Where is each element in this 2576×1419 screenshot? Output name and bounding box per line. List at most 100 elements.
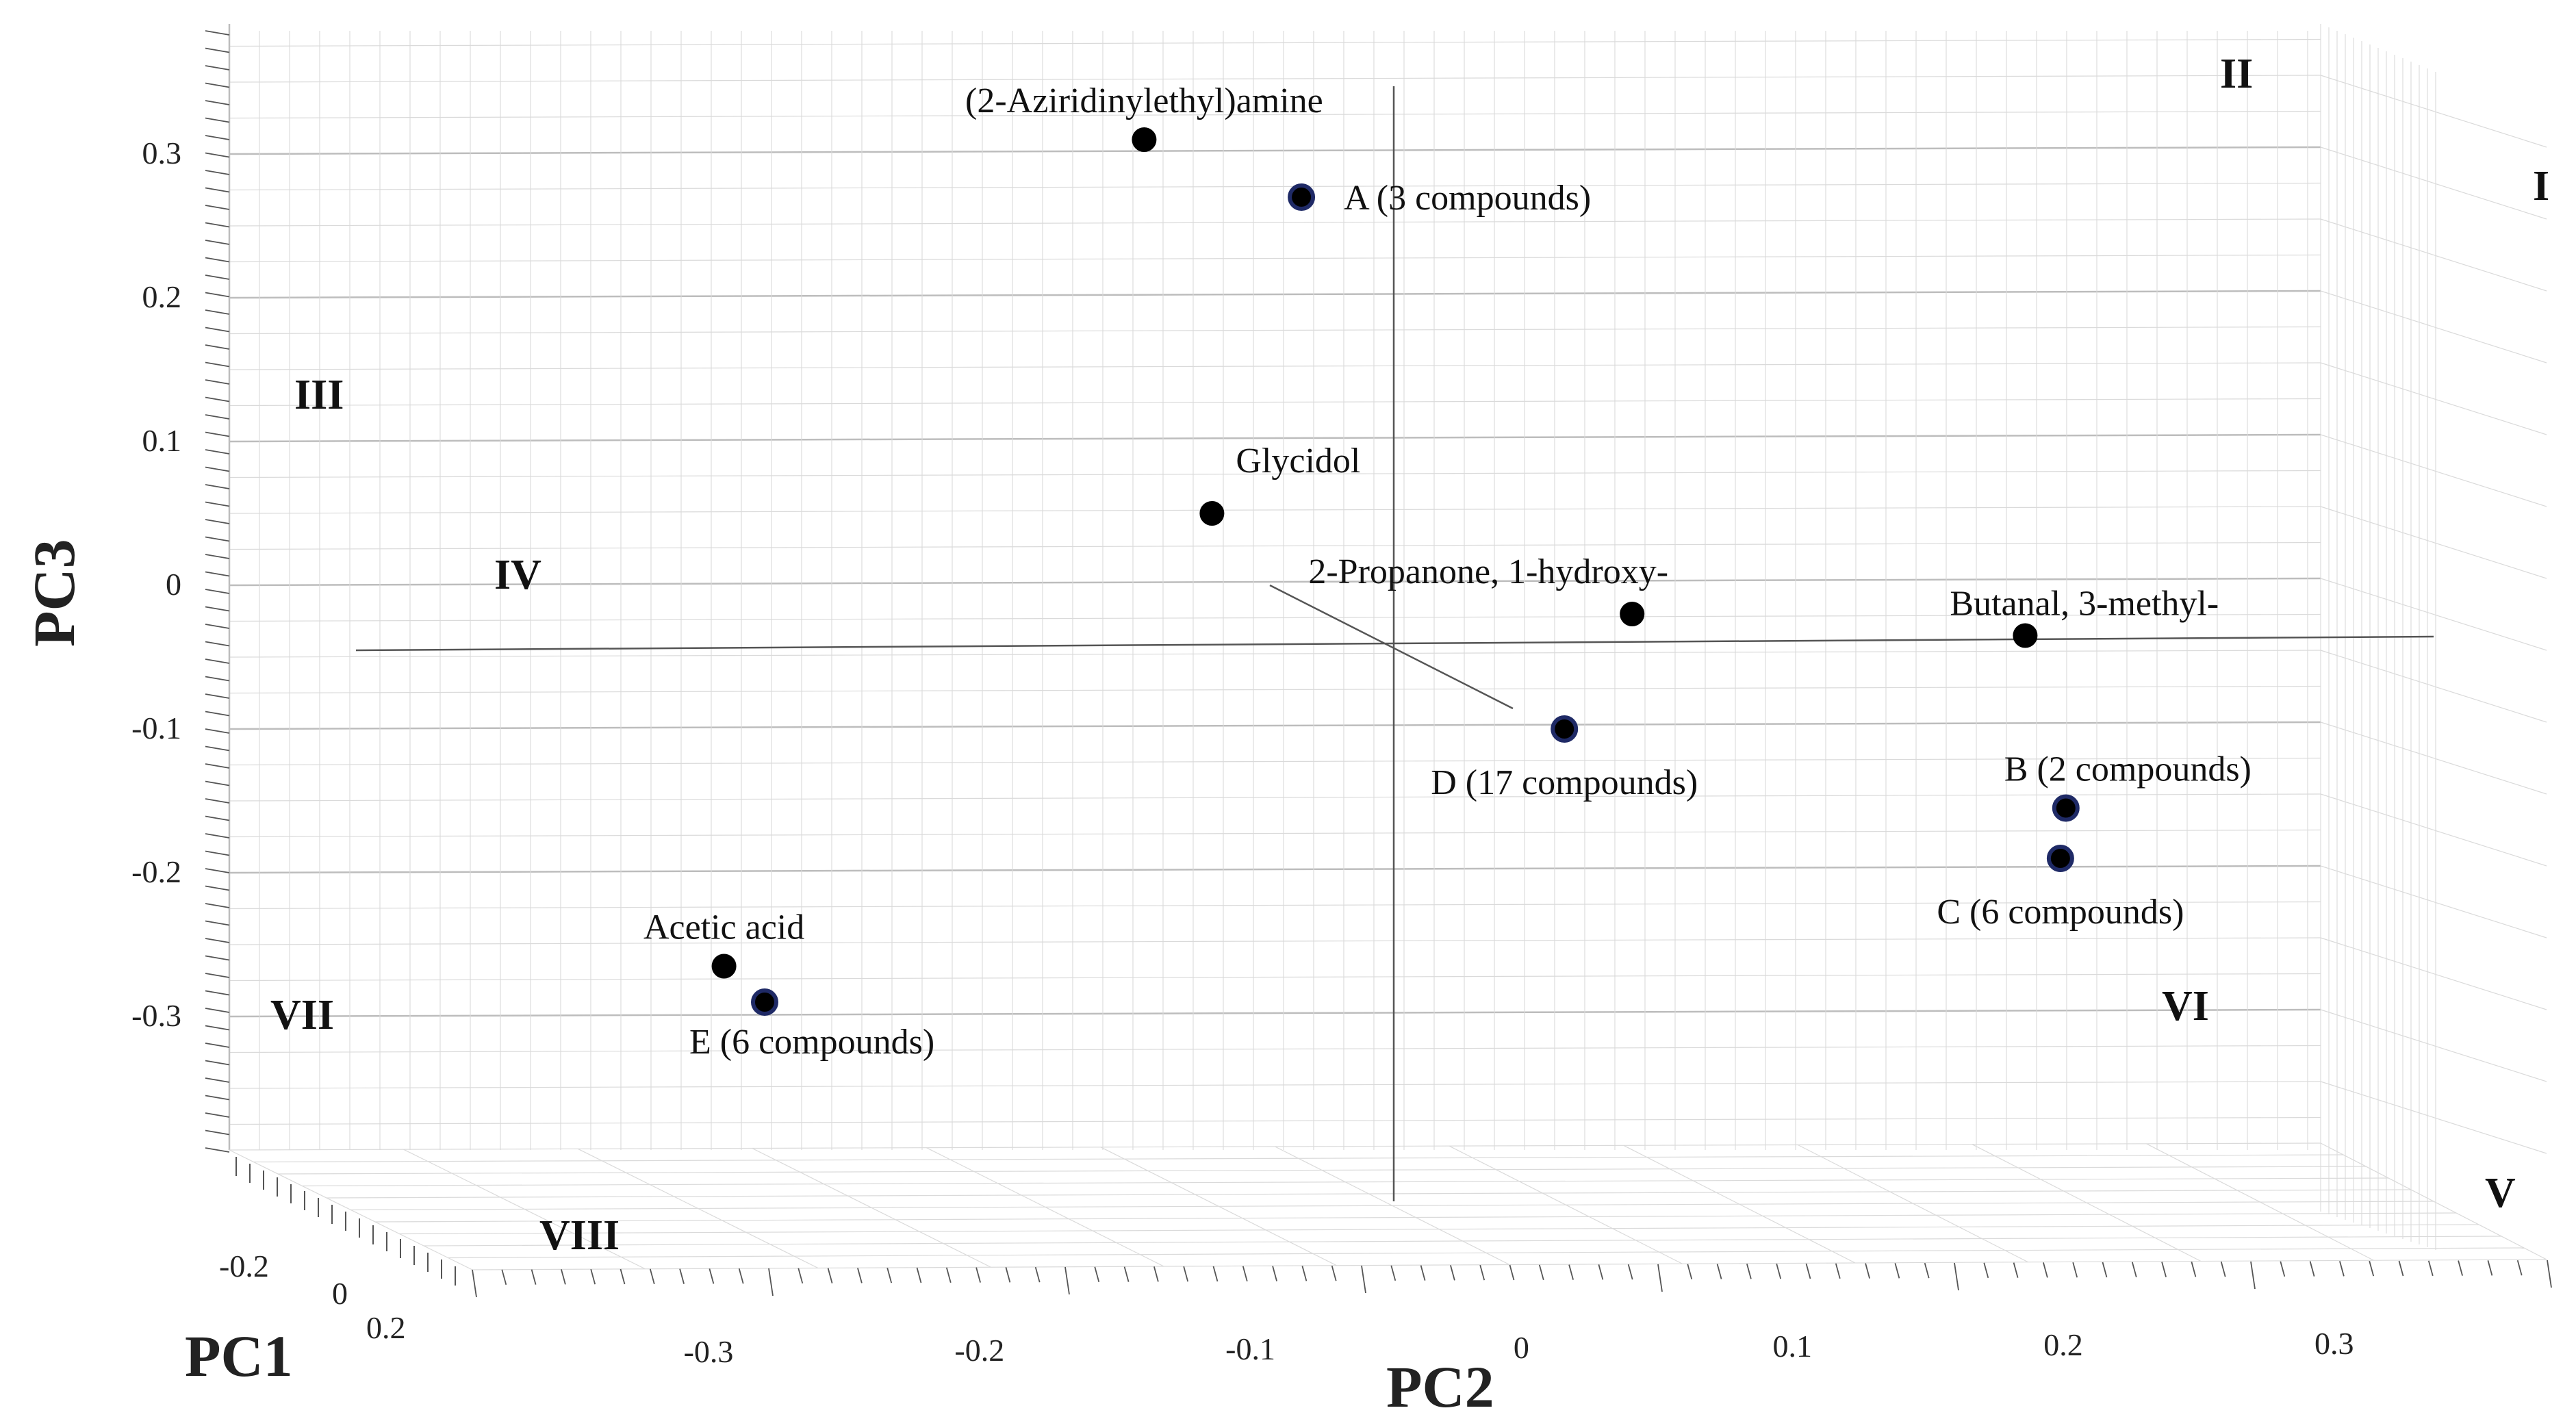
pc3-tick-mark — [205, 222, 230, 228]
pc2-tick-mark — [887, 1267, 893, 1283]
pc2-tick-mark — [827, 1268, 833, 1283]
pc2-tick-mark — [1865, 1263, 1870, 1279]
side-wall-minor-gridline — [2320, 721, 2547, 795]
pc3-tick-mark — [205, 205, 230, 210]
pc3-tick-mark — [205, 903, 230, 908]
pc3-tick-mark — [205, 1077, 230, 1083]
octant-label-iv: IV — [494, 552, 541, 598]
pc3-tick-mark — [205, 728, 230, 734]
pc2-tick-mark — [1805, 1263, 1811, 1279]
pc3-tick-mark — [205, 414, 230, 420]
grid-walls — [205, 24, 2552, 1298]
side-wall-minor-gridline — [2320, 75, 2547, 148]
pc3-tick-mark — [205, 117, 230, 123]
pc2-tick-mark — [2458, 1260, 2463, 1276]
pc3-tick-mark — [205, 1060, 230, 1066]
pc3-tick-mark — [205, 938, 230, 943]
cluster-point — [2052, 794, 2080, 822]
pc3-tick-mark — [205, 501, 230, 507]
pc2-origin-axis-line — [355, 635, 2434, 652]
pc2-tick-mark — [2516, 1260, 2523, 1276]
pc3-tick-mark — [205, 676, 230, 682]
pc3-tick-label: 0 — [166, 567, 181, 602]
pc2-tick-mark — [1657, 1264, 1663, 1292]
pc3-tick-mark — [205, 973, 230, 978]
point-label: E (6 compounds) — [689, 1023, 934, 1062]
floor-minor-gridline — [472, 1259, 2547, 1270]
pc3-tick-mark — [205, 292, 230, 298]
pc3-tick-label: -0.3 — [131, 998, 181, 1033]
cluster-point — [2046, 845, 2074, 872]
side-wall-minor-gridline — [2320, 434, 2547, 507]
back-wall-minor-gridline — [229, 254, 2321, 263]
back-wall-minor-gridline — [229, 470, 2321, 478]
pc2-tick-mark — [975, 1267, 981, 1283]
pc3-tick-mark — [205, 798, 230, 804]
back-wall-minor-gridline — [229, 1081, 2321, 1089]
pc2-tick-mark — [2309, 1261, 2315, 1277]
pc3-tick-mark — [205, 100, 230, 105]
data-points — [711, 127, 2080, 1016]
back-wall-minor-gridline — [229, 973, 2321, 982]
origin-axes — [355, 86, 2434, 1201]
pc2-tick-mark — [2191, 1262, 2197, 1277]
back-wall-major-gridline — [229, 721, 2321, 730]
pc2-tick-mark — [620, 1268, 626, 1285]
back-wall-minor-gridline — [229, 793, 2321, 802]
point-label: B (2 compounds) — [2004, 750, 2252, 789]
pc2-tick-mark — [2369, 1260, 2375, 1277]
back-wall-minor-gridline — [229, 362, 2321, 370]
pc2-tick-mark — [1894, 1263, 1900, 1279]
side-wall-minor-gridline — [2320, 793, 2547, 867]
pc2-tick-mark — [1331, 1265, 1337, 1281]
side-wall-minor-gridline — [2320, 218, 2547, 292]
pc2-tick-mark — [2398, 1260, 2404, 1277]
pc3-tick-label: 0.3 — [142, 136, 182, 170]
point-label: Acetic acid — [643, 908, 804, 947]
floor-minor-gridline — [326, 1189, 2412, 1199]
pc3-tick-mark — [205, 379, 230, 385]
octant-label-v: V — [2485, 1170, 2516, 1216]
pc3-tick-mark — [205, 466, 230, 472]
pc1-tick-labels: -0.2 0 0.2 — [219, 1249, 406, 1345]
pc3-tick-mark — [205, 309, 230, 315]
pc2-tick-mark — [2547, 1260, 2552, 1288]
back-wall-minor-gridline — [229, 182, 2321, 191]
pc3-tick-mark — [205, 135, 230, 140]
compound-point — [711, 954, 737, 979]
pc2-tick-label: -0.3 — [684, 1334, 734, 1369]
compound-point — [1132, 127, 1157, 152]
side-wall-minor-gridline — [2320, 146, 2547, 220]
pc2-tick-mark — [1390, 1265, 1397, 1281]
pc3-tick-mark — [205, 1043, 230, 1048]
pc3-tick-mark — [205, 30, 230, 36]
pc2-tick-mark — [590, 1268, 596, 1285]
back-wall-minor-gridline — [229, 1045, 2321, 1053]
pc3-tick-mark — [205, 170, 230, 175]
back-wall-grid — [205, 24, 2321, 1153]
pc3-tick-mark — [205, 1129, 230, 1136]
pc3-tick-mark — [205, 885, 230, 891]
pc3-tick-mark — [205, 240, 230, 245]
back-wall-minor-gridline — [229, 937, 2321, 945]
compound-point — [2013, 623, 2038, 648]
side-wall-minor-gridline — [2320, 290, 2547, 363]
octant-label-ii: II — [2220, 51, 2253, 97]
pc3-tick-label: 0.2 — [142, 279, 182, 314]
back-wall-minor-gridline — [229, 326, 2321, 335]
right-wall-grid — [2320, 24, 2547, 1250]
side-wall-minor-gridline — [2320, 362, 2547, 435]
side-wall-minor-gridline — [2320, 506, 2547, 579]
pc2-tick-mark — [1183, 1266, 1189, 1282]
pc3-tick-mark — [205, 82, 230, 88]
pc2-axis-title: PC2 — [1386, 1354, 1494, 1419]
pc3-tick-mark — [205, 361, 230, 368]
cluster-point — [1551, 715, 1579, 743]
back-wall-minor-gridline — [229, 829, 2321, 838]
octant-label-vi: VI — [2162, 983, 2209, 1030]
pc2-tick-mark — [472, 1269, 477, 1298]
pc3-tick-mark — [205, 659, 230, 664]
back-wall-minor-gridline — [229, 757, 2321, 766]
back-wall-minor-gridline — [229, 650, 2321, 658]
pc2-tick-mark — [1954, 1262, 1959, 1291]
